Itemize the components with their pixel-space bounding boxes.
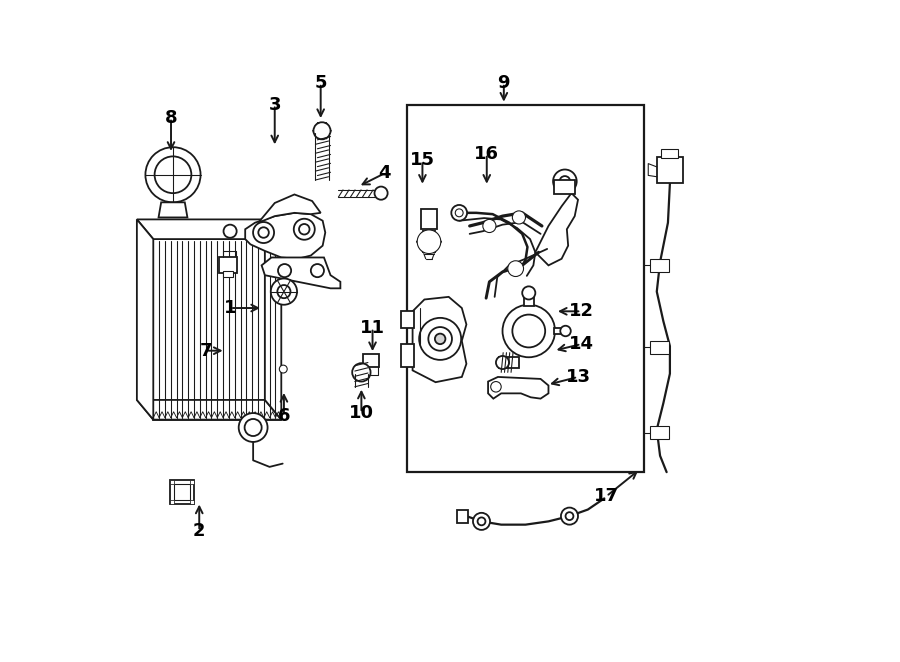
Bar (650, 341, 669, 354)
Text: 1: 1 (224, 299, 237, 317)
Circle shape (482, 219, 496, 232)
Bar (500, 357, 519, 368)
Circle shape (352, 363, 371, 381)
Circle shape (512, 211, 526, 224)
Bar (554, 180, 575, 195)
Bar (650, 259, 669, 272)
Circle shape (293, 218, 315, 240)
Polygon shape (158, 203, 187, 217)
Circle shape (299, 224, 310, 234)
Circle shape (310, 264, 324, 277)
Bar (170, 500, 175, 504)
Circle shape (451, 205, 467, 220)
Bar (190, 480, 194, 484)
Text: 15: 15 (410, 152, 435, 169)
Text: 8: 8 (165, 109, 177, 126)
Bar (421, 209, 436, 228)
Text: 5: 5 (314, 74, 327, 92)
Text: 11: 11 (360, 318, 385, 337)
Text: 17: 17 (594, 487, 618, 505)
Circle shape (419, 318, 461, 360)
Bar (175, 484, 190, 500)
Circle shape (245, 419, 262, 436)
Circle shape (278, 264, 291, 277)
Polygon shape (262, 258, 340, 289)
Circle shape (561, 508, 578, 525)
Bar (363, 354, 379, 367)
Polygon shape (488, 377, 548, 399)
Circle shape (313, 122, 330, 139)
Circle shape (271, 279, 297, 305)
Bar (219, 258, 238, 273)
Circle shape (155, 156, 192, 193)
Bar (190, 500, 194, 504)
Bar (170, 480, 194, 504)
Bar (400, 311, 414, 328)
Circle shape (258, 227, 269, 238)
Circle shape (522, 287, 536, 299)
Polygon shape (137, 219, 153, 420)
Text: 13: 13 (565, 368, 590, 386)
Text: 12: 12 (569, 303, 594, 320)
Polygon shape (153, 239, 282, 420)
Circle shape (279, 286, 287, 293)
Polygon shape (258, 195, 320, 222)
Bar (554, 328, 567, 334)
Circle shape (238, 413, 267, 442)
Circle shape (560, 176, 570, 187)
Bar (408, 105, 644, 472)
Circle shape (508, 261, 524, 277)
Polygon shape (265, 219, 282, 420)
Bar (662, 148, 678, 158)
Polygon shape (137, 400, 282, 420)
Circle shape (478, 518, 485, 526)
Circle shape (561, 326, 571, 336)
Text: 4: 4 (378, 164, 391, 183)
Circle shape (565, 512, 573, 520)
Bar (223, 271, 233, 277)
Text: 14: 14 (569, 335, 594, 353)
Circle shape (279, 365, 287, 373)
Bar (657, 157, 683, 183)
Circle shape (277, 285, 291, 298)
Circle shape (428, 327, 452, 351)
Text: 16: 16 (474, 145, 500, 163)
Text: 9: 9 (498, 74, 510, 92)
Circle shape (496, 356, 509, 369)
Polygon shape (536, 193, 578, 265)
Circle shape (223, 224, 237, 238)
Circle shape (554, 169, 577, 193)
Polygon shape (137, 219, 282, 239)
Text: 7: 7 (200, 342, 212, 359)
Circle shape (473, 513, 490, 530)
Polygon shape (245, 213, 325, 259)
Bar (170, 480, 175, 484)
Circle shape (253, 222, 274, 243)
Circle shape (502, 305, 555, 357)
Circle shape (374, 187, 388, 200)
Bar (650, 426, 669, 440)
Bar (524, 292, 534, 306)
Bar (456, 510, 468, 523)
Bar (400, 344, 414, 367)
Text: 2: 2 (193, 522, 205, 540)
Circle shape (146, 147, 201, 203)
Circle shape (512, 314, 545, 348)
Circle shape (455, 209, 464, 216)
Circle shape (491, 381, 501, 392)
Text: 6: 6 (278, 407, 290, 426)
Text: 10: 10 (349, 404, 373, 422)
Circle shape (435, 334, 446, 344)
Text: 3: 3 (268, 95, 281, 113)
Polygon shape (412, 297, 466, 382)
Circle shape (418, 230, 441, 254)
